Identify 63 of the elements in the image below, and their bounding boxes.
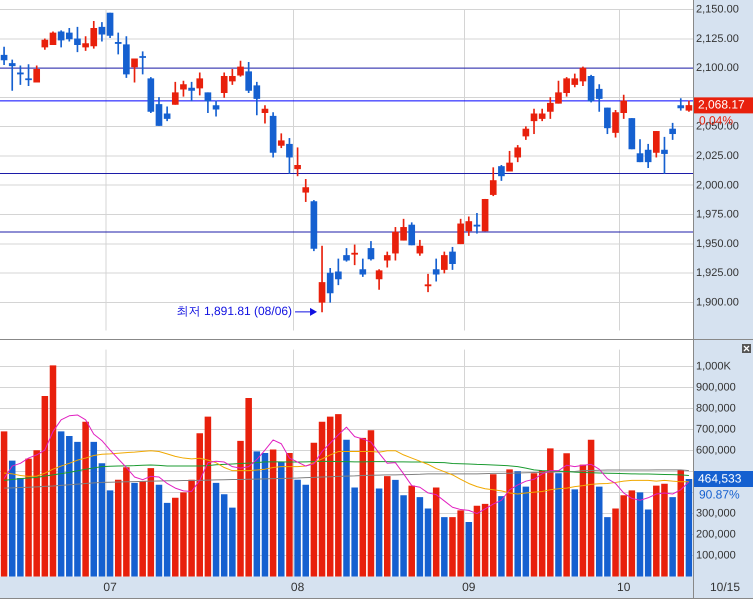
bar [588,440,594,577]
bar [474,506,480,577]
bar [498,496,505,577]
y-tick-label: 300,000 [696,508,736,520]
candlestick [661,136,668,174]
y-tick-label: 2,125.00 [696,32,739,45]
y-tick-label: 2,100.00 [696,62,739,74]
x-tick-label: 07 [103,580,118,594]
y-tick-label: 2,000.00 [696,179,739,192]
y-tick-label: 1,975.00 [696,208,739,221]
y-tick-label: 700,000 [696,424,736,436]
y-tick-label: 600,000 [696,444,736,457]
text: 464,533 [698,471,742,486]
y-tick-label: 1,950.00 [696,238,739,250]
bar [164,502,170,577]
bar [408,486,415,577]
y-tick-label: 2,025.00 [696,150,739,162]
bar [678,470,684,577]
bar [686,478,692,577]
bar [572,489,578,577]
bar [506,469,513,577]
bar [270,449,276,577]
x-tick-label: 09 [462,580,476,594]
text: 90.87% [699,487,740,502]
bar [310,442,318,577]
bar [384,476,391,577]
bar [106,490,114,577]
y-tick-label: 1,900.00 [696,296,739,308]
bar [286,453,293,577]
x-tick-label: 08 [290,580,305,594]
bar [82,422,89,577]
bar [555,473,562,577]
candlestick [212,100,220,116]
candlestick [474,212,480,234]
y-tick-label: 800,000 [696,402,736,414]
y-tick-label: 100,000 [696,550,736,562]
text: 10/15 [710,580,740,594]
bar [156,484,162,577]
bar [563,453,570,577]
bar [449,517,456,577]
bar [457,510,464,577]
bar [424,508,432,577]
text: 2,068.17 [698,98,746,112]
y-tick-label: 900,000 [696,381,736,394]
bar [392,480,399,577]
bar [400,495,407,577]
bar [466,522,472,577]
bar [580,464,586,577]
y-tick-label: 1,000K [696,360,732,372]
bar [669,497,676,577]
bar [432,487,440,577]
y-tick-label: 1,925.00 [696,267,739,280]
bar [416,497,424,577]
annotation: 최저 1,891.81 (08/06) [176,304,292,318]
bar [376,488,382,577]
y-tick-label: 200,000 [696,528,736,541]
bar [278,462,285,577]
bar [441,517,448,577]
y-tick-label: 2,150.00 [696,4,739,16]
bar [131,482,138,577]
bar [0,431,8,577]
x-tick-label: 10 [617,580,631,594]
candlestick [262,105,268,124]
